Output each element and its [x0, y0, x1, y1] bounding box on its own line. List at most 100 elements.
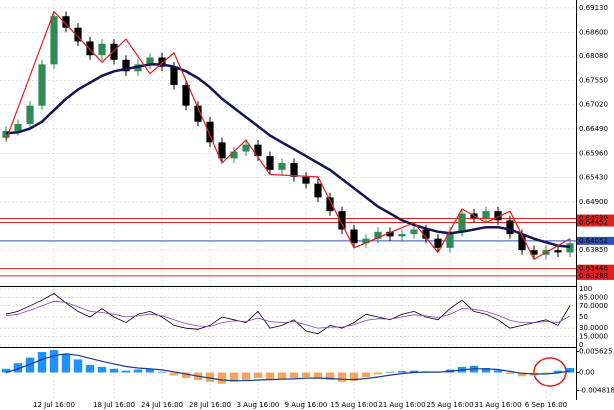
candle-body	[326, 197, 334, 212]
histogram-bar	[85, 365, 95, 373]
histogram-bar	[397, 371, 407, 373]
candle-body	[74, 27, 82, 42]
y-tick-label: 0.63850	[579, 246, 608, 254]
histogram-bar	[133, 369, 143, 373]
candle-body	[458, 213, 466, 232]
y-tick-label: 100	[579, 285, 592, 293]
histogram-bar	[565, 368, 575, 373]
histogram-bar	[97, 366, 107, 373]
y-tick-label: 50	[579, 313, 588, 321]
candle-body	[242, 144, 250, 152]
candle-body	[254, 144, 262, 157]
oscillator-line	[5, 293, 571, 335]
level-tag	[577, 271, 614, 280]
histogram-bar	[361, 372, 371, 377]
level-tag	[577, 264, 614, 273]
y-tick-label: 0.68080	[579, 52, 608, 60]
level-label: 0.64452	[579, 219, 608, 227]
candle-body	[14, 124, 22, 131]
histogram-bar	[373, 372, 383, 375]
y-tick-label: 0.68600	[579, 28, 608, 36]
y-tick-label: 0.005625	[579, 348, 612, 356]
candle-body	[446, 231, 454, 248]
candle-body	[374, 231, 382, 239]
histogram-bar	[169, 372, 179, 376]
y-tick-label: 30.0000	[579, 324, 608, 332]
histogram-bar	[25, 357, 35, 373]
candle-body	[158, 57, 166, 67]
candle-body	[218, 142, 226, 159]
y-tick-label: 0.65960	[579, 149, 608, 157]
candle-body	[398, 234, 406, 237]
histogram-bar	[145, 368, 155, 373]
candle-body	[350, 229, 358, 244]
candle-body	[278, 162, 286, 170]
histogram-bar	[481, 368, 491, 373]
histogram-bar	[61, 353, 71, 373]
candle-body	[518, 234, 526, 251]
signal-line	[5, 353, 571, 382]
candle-body	[26, 105, 34, 125]
candle-body	[338, 211, 346, 230]
candle-body	[434, 238, 442, 248]
histogram-bar	[313, 372, 323, 379]
histogram-bar	[337, 372, 347, 382]
histogram-bar	[301, 372, 311, 377]
y-tick-label: 0.64900	[579, 198, 608, 206]
histogram-bar	[217, 372, 227, 384]
candle-body	[206, 121, 214, 143]
candle-body	[98, 43, 106, 56]
histogram-bar	[109, 368, 119, 373]
histogram-bar	[229, 372, 239, 382]
candle-body	[170, 66, 178, 86]
candle-body	[386, 231, 394, 237]
histogram-bar	[265, 372, 275, 380]
x-tick-label: 3 Aug 16:00	[237, 401, 280, 409]
candle-body	[86, 41, 94, 56]
y-tick-label: 0	[579, 341, 583, 349]
x-tick-label: 18 Jul 16:00	[93, 401, 135, 409]
oscillator-line	[5, 300, 571, 329]
candle-body	[314, 183, 322, 198]
y-tick-label: 0.65430	[579, 174, 608, 182]
candle-body	[266, 156, 274, 170]
candle-body	[62, 16, 70, 28]
histogram-bar	[205, 372, 215, 382]
y-tick-label: 0.67550	[579, 76, 608, 84]
y-tick-label: 0.67020	[579, 101, 608, 109]
level-tag	[577, 236, 614, 245]
candle-body	[566, 243, 574, 253]
zigzag-line	[5, 10, 571, 261]
histogram-bar	[541, 372, 551, 374]
histogram-bar	[289, 372, 299, 379]
candle-body	[530, 250, 538, 255]
candle-body	[554, 250, 562, 253]
moving-average	[5, 63, 571, 249]
histogram-bar	[37, 351, 47, 373]
candle-body	[302, 176, 310, 184]
level-label: 0.63288	[579, 272, 608, 280]
x-tick-label: 31 Aug 16:00	[474, 401, 521, 409]
candle-body	[494, 211, 502, 221]
candle-body	[362, 238, 370, 244]
histogram-bar	[349, 372, 359, 381]
candle-body	[194, 105, 202, 122]
histogram-bar	[13, 363, 23, 373]
histogram-bar	[409, 370, 419, 373]
y-tick-label: 0.66490	[579, 125, 608, 133]
candle-body	[182, 85, 190, 106]
y-tick-label: -0.004818	[579, 386, 614, 394]
level-label: 0.64052	[579, 237, 608, 245]
histogram-bar	[517, 372, 527, 377]
y-tick-label: 85.0000	[579, 293, 608, 301]
histogram-bar	[157, 371, 167, 373]
y-tick-label: 70.0000	[579, 302, 608, 310]
candle-body	[38, 64, 46, 106]
histogram-bar	[241, 372, 251, 380]
candle-body	[422, 229, 430, 239]
y-tick-label: 0.69130	[579, 4, 608, 12]
x-tick-label: 24 Jul 16:00	[141, 401, 183, 409]
candle-body	[122, 59, 130, 72]
